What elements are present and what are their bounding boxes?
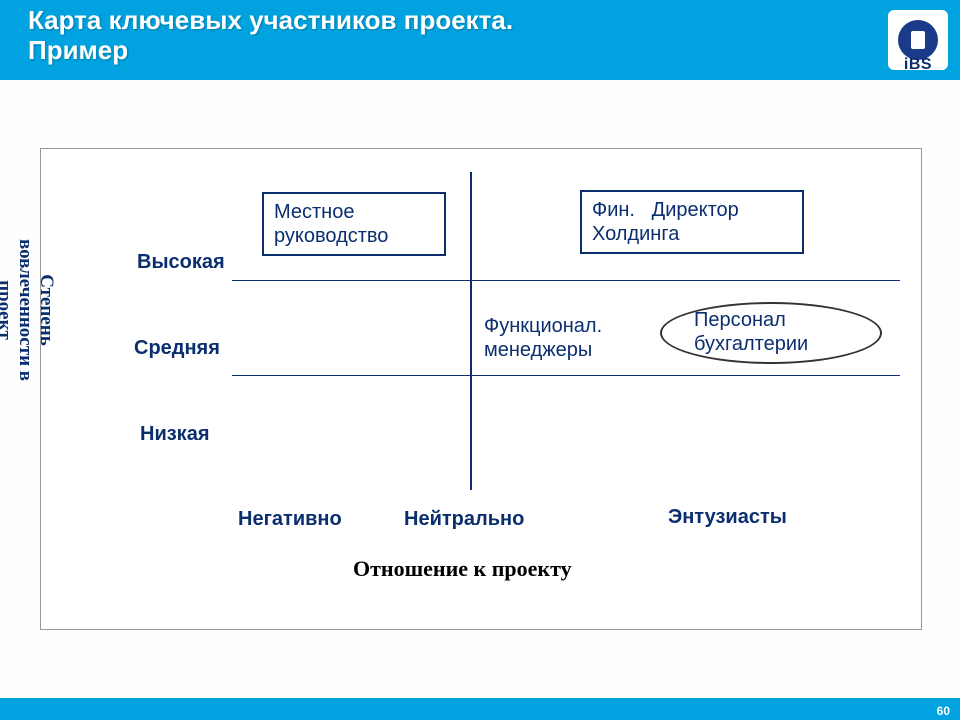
stakeholder-local-management: Местное руководство (262, 192, 446, 256)
y-axis-title: Степень вовлеченности в проект (0, 210, 56, 410)
footer-stripe: 60 (0, 698, 960, 720)
x-axis-label-negative: Негативно (238, 508, 342, 531)
title-line-2: Пример (28, 35, 128, 65)
y-axis-label-low: Низкая (140, 423, 209, 446)
page-title: Карта ключевых участников проекта. Приме… (28, 6, 513, 66)
logo-text: iBS (888, 56, 948, 74)
stakeholder-accounting-personnel: Персонал бухгалтерии (694, 308, 808, 356)
page-number: 60 (937, 704, 950, 718)
header-banner: Карта ключевых участников проекта. Приме… (0, 0, 960, 80)
stakeholder-finance-director: Фин. Директор Холдинга (580, 190, 804, 254)
x-axis-label-neutral: Нейтрально (404, 508, 524, 531)
grid-horizontal-line-1 (232, 280, 900, 281)
x-axis-title: Отношение к проекту (353, 556, 572, 582)
y-axis-label-high: Высокая (137, 251, 225, 274)
y-axis-label-medium: Средняя (134, 337, 220, 360)
title-line-1: Карта ключевых участников проекта. (28, 5, 513, 35)
x-axis-label-enthusiast: Энтузиасты (668, 506, 787, 529)
logo-emblem-icon (898, 20, 938, 60)
grid-horizontal-line-2 (232, 375, 900, 376)
stakeholder-functional-managers: Функционал. менеджеры (484, 314, 602, 362)
grid-vertical-line (470, 172, 472, 490)
